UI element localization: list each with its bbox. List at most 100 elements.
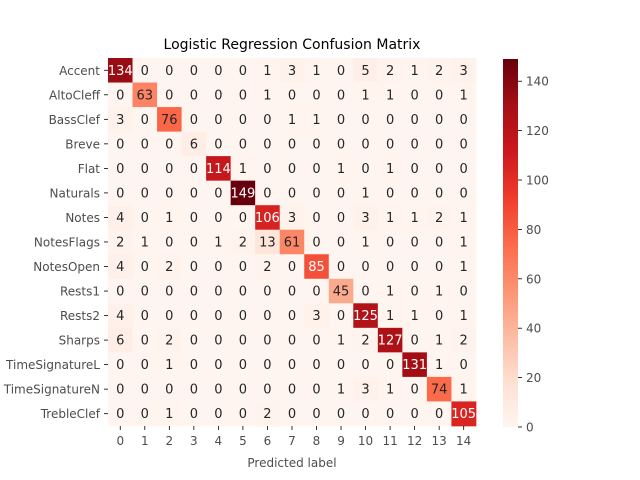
heatmap-cell	[206, 352, 232, 378]
cell-value-label: 0	[410, 285, 418, 300]
x-tick-label: 7	[288, 434, 296, 448]
cell-value-label: 5	[361, 64, 369, 79]
heatmap-cell	[353, 254, 379, 280]
heatmap-cell	[353, 229, 379, 255]
cell-value-label: 85	[308, 260, 325, 275]
cell-value-label: 0	[116, 383, 124, 398]
cell-value-label: 0	[263, 162, 271, 177]
heatmap-cell	[230, 131, 256, 157]
cell-value-label: 0	[141, 358, 149, 373]
heatmap-cell	[255, 278, 281, 304]
heatmap-cell	[255, 376, 281, 402]
heatmap-cell	[255, 254, 281, 280]
colorbar-tick-label: 100	[526, 174, 549, 188]
cell-value-label: 0	[337, 186, 345, 201]
cell-value-label: 0	[214, 211, 222, 226]
heatmap-cell	[426, 107, 452, 132]
cell-value-label: 0	[190, 260, 198, 275]
heatmap-cell	[132, 58, 158, 83]
heatmap-cell	[304, 327, 330, 353]
cell-value-label: 0	[337, 64, 345, 79]
y-tick-label: Breve	[65, 137, 100, 151]
heatmap-cell	[328, 401, 354, 427]
heatmap-cell	[230, 376, 256, 402]
heatmap-cell	[279, 205, 305, 231]
cell-value-label: 0	[190, 285, 198, 300]
heatmap-cell	[451, 156, 477, 182]
heatmap-cell	[451, 401, 477, 427]
heatmap-cell	[353, 156, 379, 182]
heatmap-cell	[353, 107, 379, 132]
cell-value-label: 0	[312, 186, 320, 201]
heatmap-cell	[132, 376, 158, 402]
cell-value-label: 0	[116, 137, 124, 152]
heatmap-cell	[279, 229, 305, 255]
cell-value-label: 2	[116, 235, 124, 250]
heatmap-cell	[132, 303, 158, 329]
cell-value-label: 0	[239, 285, 247, 300]
heatmap-cell	[328, 352, 354, 378]
heatmap-cell	[328, 180, 354, 206]
cell-value-label: 0	[386, 407, 394, 422]
heatmap-cell	[426, 327, 452, 353]
cell-value-label: 2	[460, 334, 468, 349]
cell-value-label: 0	[337, 137, 345, 152]
cell-value-label: 0	[190, 407, 198, 422]
heatmap-cell	[328, 131, 354, 157]
heatmap-cell	[426, 131, 452, 157]
heatmap-cell	[255, 303, 281, 329]
cell-value-label: 0	[288, 334, 296, 349]
cell-value-label: 1	[263, 88, 271, 103]
x-tick-label: 9	[337, 434, 345, 448]
cell-value-label: 131	[402, 358, 427, 373]
heatmap-cell	[181, 107, 207, 132]
cell-value-label: 1	[460, 235, 468, 250]
colorbar-tick-label: 140	[526, 75, 549, 89]
heatmap-cell	[108, 254, 133, 280]
cell-value-label: 0	[312, 334, 320, 349]
cell-value-label: 1	[435, 334, 443, 349]
cell-value-label: 0	[435, 88, 443, 103]
cell-value-label: 1	[386, 383, 394, 398]
cell-value-label: 0	[141, 285, 149, 300]
heatmap-cell	[304, 205, 330, 231]
heatmap-cell	[402, 180, 428, 206]
cell-value-label: 0	[435, 260, 443, 275]
cell-value-label: 2	[263, 260, 271, 275]
heatmap-cell	[304, 376, 330, 402]
cell-value-label: 74	[431, 383, 448, 398]
heatmap-cell	[157, 107, 182, 132]
heatmap-cell	[402, 352, 428, 378]
heatmap-cell	[304, 156, 330, 182]
cell-value-label: 0	[190, 162, 198, 177]
cell-value-label: 2	[165, 334, 173, 349]
cell-value-label: 0	[165, 383, 173, 398]
heatmap-cell	[108, 229, 133, 255]
y-tick-label: NotesOpen	[33, 260, 100, 274]
cell-value-label: 0	[141, 407, 149, 422]
cell-value-label: 0	[116, 162, 124, 177]
cell-value-label: 0	[239, 334, 247, 349]
cell-value-label: 0	[312, 407, 320, 422]
cell-value-label: 0	[239, 260, 247, 275]
cell-value-label: 0	[337, 358, 345, 373]
cell-value-label: 0	[386, 235, 394, 250]
heatmap-cell	[108, 58, 133, 83]
heatmap-cell	[157, 82, 182, 108]
x-tick-label: 8	[313, 434, 321, 448]
cell-value-label: 1	[288, 113, 296, 128]
heatmap-cell	[255, 229, 281, 255]
heatmap-cell	[157, 376, 182, 402]
cell-value-label: 0	[214, 285, 222, 300]
cell-value-label: 0	[165, 285, 173, 300]
x-tick-label: 1	[141, 434, 149, 448]
cell-value-label: 0	[165, 137, 173, 152]
heatmap-cell	[132, 352, 158, 378]
heatmap-cell	[230, 82, 256, 108]
heatmap-cell	[279, 131, 305, 157]
cell-value-label: 0	[361, 113, 369, 128]
cell-value-label: 0	[361, 260, 369, 275]
heatmap-cell	[426, 205, 452, 231]
cell-value-label: 0	[410, 137, 418, 152]
cell-value-label: 0	[337, 113, 345, 128]
